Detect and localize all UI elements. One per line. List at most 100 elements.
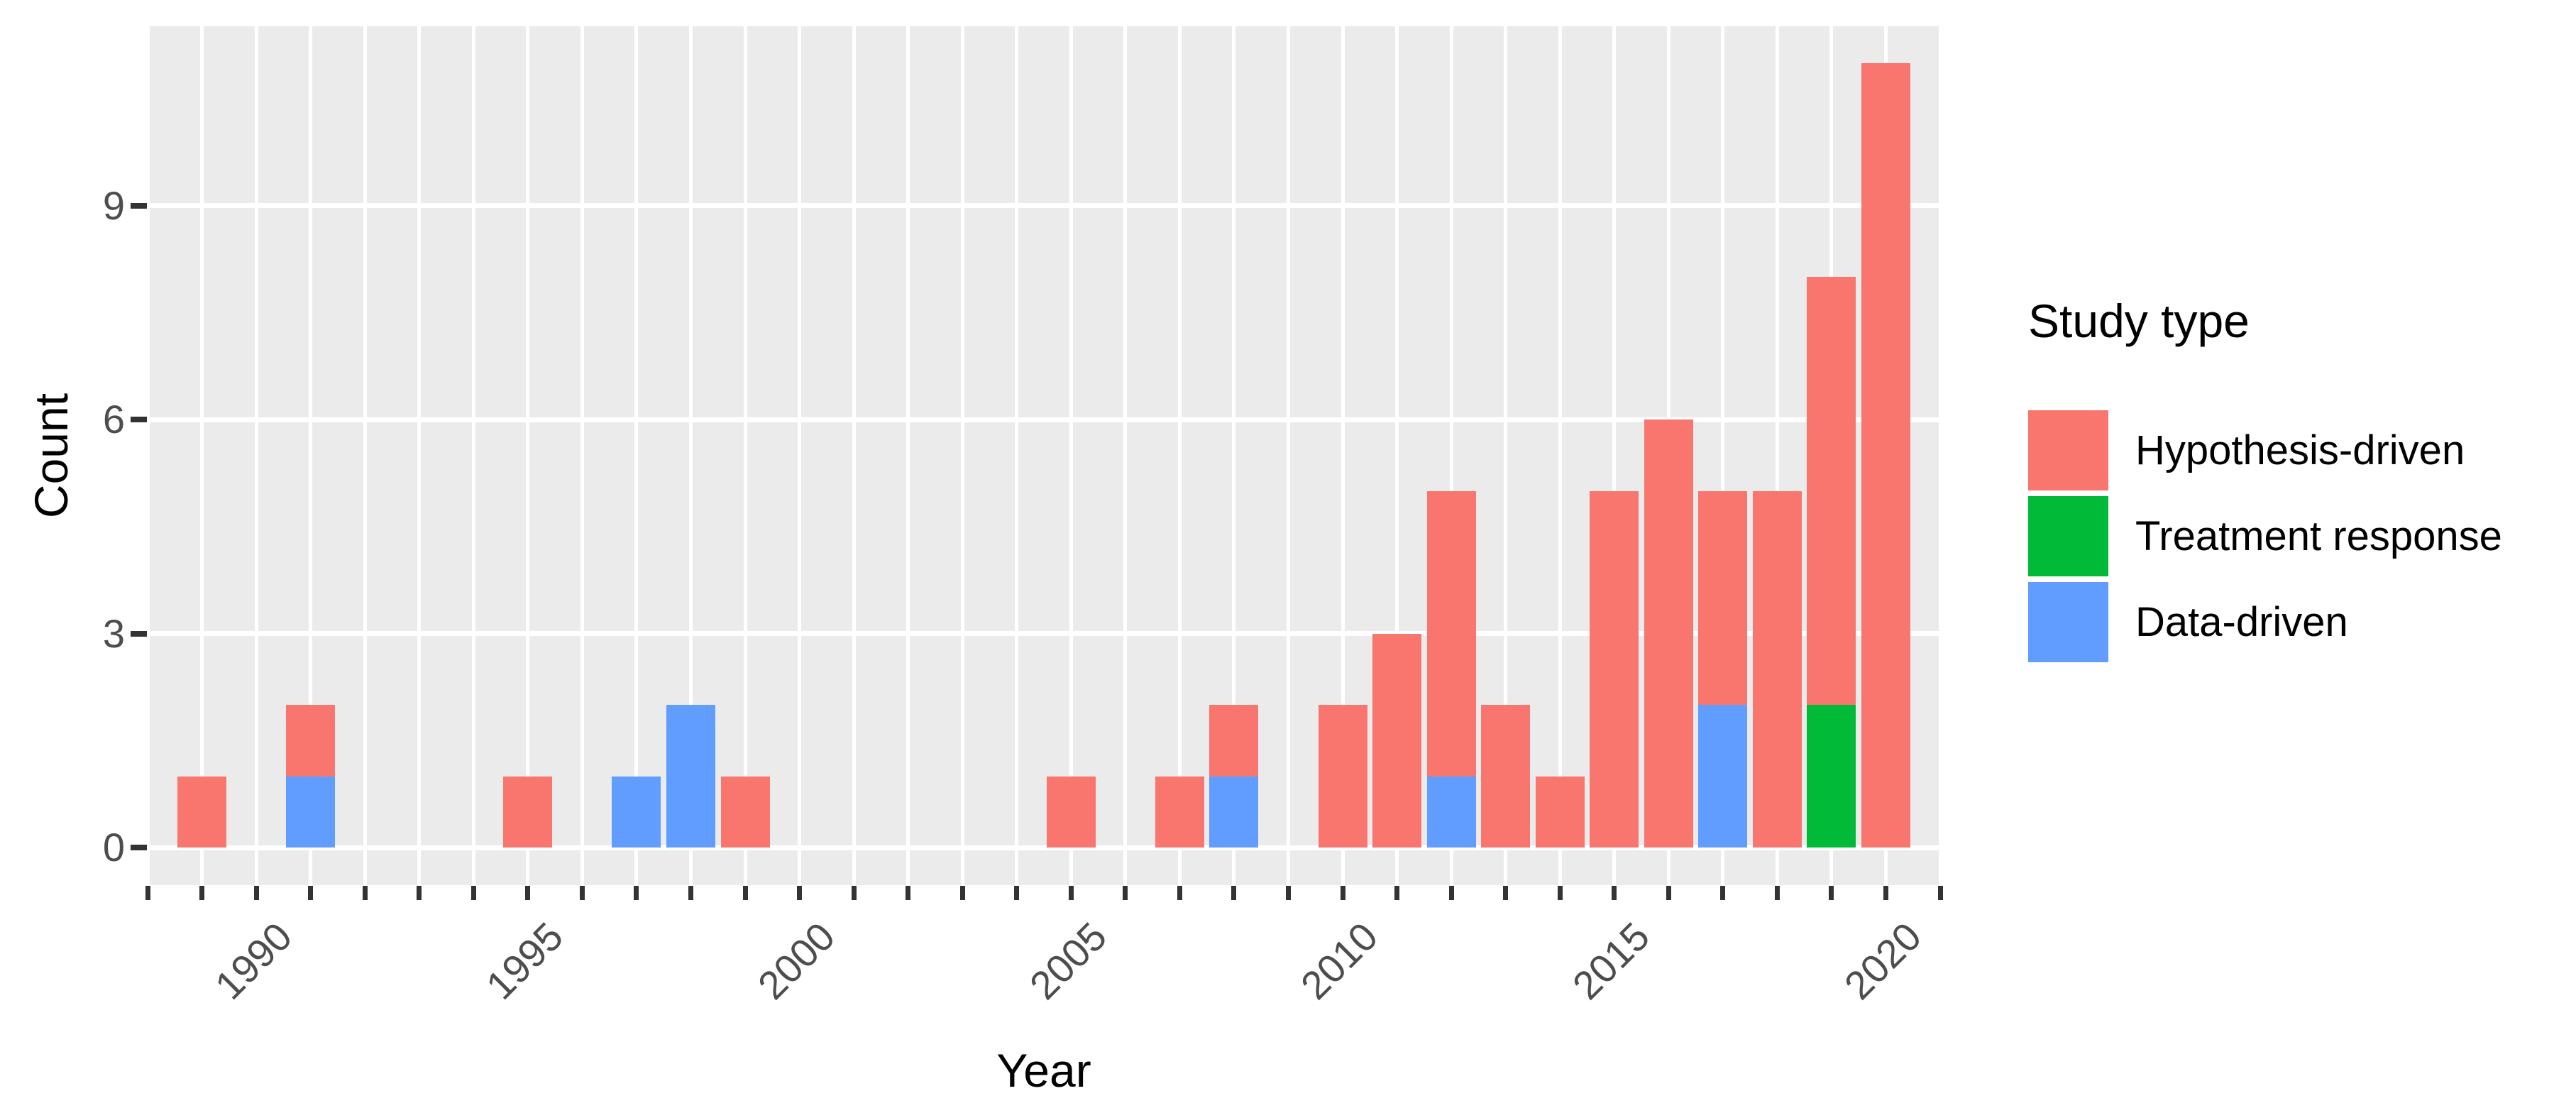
y-tick-label-6: 6 — [102, 397, 125, 441]
y-tick-label-0: 0 — [102, 825, 125, 870]
grid-line-vertical-2013 — [1504, 26, 1508, 885]
bar-segment-data-2017 — [1698, 705, 1748, 848]
x-tick-label-2020: 2020 — [1835, 914, 1930, 1008]
grid-line-vertical-2007 — [1177, 26, 1182, 885]
x-tick-1988 — [145, 886, 150, 900]
x-tick-1994 — [470, 886, 476, 900]
grid-line-vertical-1990 — [254, 26, 258, 885]
x-tick-1997 — [634, 886, 639, 900]
x-tick-2003 — [959, 886, 965, 900]
x-tick-1998 — [688, 886, 693, 900]
x-tick-2005 — [1068, 886, 1074, 900]
grid-line-vertical-1989 — [200, 26, 204, 885]
legend-swatch-treatment — [2028, 496, 2108, 576]
x-tick-2018 — [1774, 886, 1780, 900]
x-tick-2021 — [1937, 886, 1943, 900]
legend-item-hypothesis: Hypothesis-driven — [2028, 410, 2502, 490]
grid-line-vertical-1995 — [526, 26, 530, 885]
x-tick-2017 — [1720, 886, 1726, 900]
legend-swatch-data — [2028, 582, 2108, 662]
grid-line-vertical-1996 — [580, 26, 584, 885]
grid-line-vertical-2009 — [1286, 26, 1290, 885]
x-tick-label-2000: 2000 — [749, 914, 844, 1008]
bar-segment-hypothesis-2018 — [1752, 490, 1802, 848]
grid-line-vertical-1988 — [145, 26, 150, 885]
legend-spacer — [2028, 349, 2502, 410]
grid-line-vertical-2008 — [1232, 26, 1236, 885]
bar-segment-hypothesis-2020 — [1861, 62, 1910, 848]
grid-line-vertical-2002 — [906, 26, 910, 885]
grid-line-vertical-2012 — [1449, 26, 1453, 885]
bar-segment-hypothesis-2015 — [1590, 490, 1639, 848]
x-tick-2016 — [1666, 886, 1671, 900]
x-tick-2006 — [1123, 886, 1128, 900]
grid-line-vertical-1993 — [417, 26, 422, 885]
grid-line-vertical-2000 — [798, 26, 802, 885]
grid-line-vertical-2017 — [1721, 26, 1725, 885]
grid-line-vertical-2018 — [1775, 26, 1779, 885]
x-tick-2002 — [906, 886, 911, 900]
grid-line-vertical-1999 — [743, 26, 747, 885]
legend-item-data: Data-driven — [2028, 582, 2502, 662]
legend-label-hypothesis: Hypothesis-driven — [2135, 427, 2465, 473]
bar-segment-data-2008 — [1209, 776, 1259, 848]
x-tick-1993 — [417, 886, 422, 900]
grid-line-vertical-2006 — [1123, 26, 1128, 885]
x-tick-2010 — [1340, 886, 1345, 900]
bar-segment-hypothesis-2005 — [1046, 776, 1096, 848]
bar-segment-data-1998 — [666, 705, 715, 848]
x-tick-2001 — [851, 886, 857, 900]
x-tick-1989 — [199, 886, 205, 900]
x-tick-1995 — [525, 886, 531, 900]
grid-line-horizontal-0 — [148, 845, 1940, 850]
x-tick-2008 — [1231, 886, 1237, 900]
y-tick-9 — [131, 202, 147, 209]
x-tick-2004 — [1014, 886, 1020, 900]
bar-segment-hypothesis-2012 — [1426, 490, 1476, 777]
x-tick-2019 — [1829, 886, 1834, 900]
grid-line-horizontal-9 — [148, 203, 1940, 208]
bar-segment-hypothesis-2011 — [1372, 633, 1422, 848]
x-tick-2013 — [1503, 886, 1509, 900]
x-tick-2014 — [1557, 886, 1563, 900]
legend-items: Hypothesis-driven Treatment response Data-… — [2028, 410, 2502, 662]
grid-line-vertical-2021 — [1938, 26, 1942, 885]
bar-segment-hypothesis-1999 — [720, 776, 770, 848]
grid-line-vertical-2003 — [960, 26, 964, 885]
legend-item-treatment: Treatment response — [2028, 496, 2502, 576]
y-tick-6 — [131, 417, 147, 422]
grid-line-horizontal-3 — [148, 631, 1940, 636]
bar-segment-data-1997 — [612, 776, 661, 848]
x-axis-title: Year — [996, 1044, 1091, 1097]
bar-segment-hypothesis-1995 — [503, 776, 553, 848]
grid-line-vertical-1994 — [471, 26, 475, 885]
legend-label-data: Data-driven — [2135, 599, 2348, 645]
bar-segment-hypothesis-2013 — [1481, 705, 1531, 848]
x-tick-2015 — [1612, 886, 1617, 900]
grid-line-vertical-2010 — [1341, 26, 1345, 885]
grid-line-vertical-1997 — [634, 26, 639, 885]
bar-segment-hypothesis-1989 — [177, 776, 227, 848]
x-tick-label-2015: 2015 — [1563, 914, 1658, 1008]
chart-panel — [145, 26, 1942, 885]
x-tick-label-1995: 1995 — [477, 914, 572, 1008]
grid-line-horizontal-6 — [148, 417, 1940, 422]
legend-label-treatment: Treatment response — [2135, 513, 2502, 559]
bar-segment-hypothesis-2014 — [1535, 776, 1585, 848]
grid-line-vertical-1992 — [363, 26, 367, 885]
x-tick-1992 — [362, 886, 368, 900]
bar-segment-hypothesis-1991 — [286, 705, 336, 777]
x-tick-1996 — [579, 886, 585, 900]
y-axis-title: Count — [25, 393, 77, 519]
bar-segment-hypothesis-2010 — [1318, 705, 1367, 848]
bar-segment-data-2012 — [1426, 776, 1476, 848]
x-tick-1991 — [308, 886, 314, 900]
y-tick-0 — [131, 845, 147, 850]
grid-line-vertical-1991 — [309, 26, 313, 885]
x-tick-2011 — [1394, 886, 1400, 900]
legend-title: Study type — [2028, 295, 2250, 347]
bar-segment-hypothesis-2007 — [1155, 776, 1204, 848]
y-tick-3 — [131, 630, 147, 637]
bar-segment-hypothesis-2017 — [1698, 490, 1748, 705]
grid-line-vertical-1998 — [688, 26, 693, 885]
